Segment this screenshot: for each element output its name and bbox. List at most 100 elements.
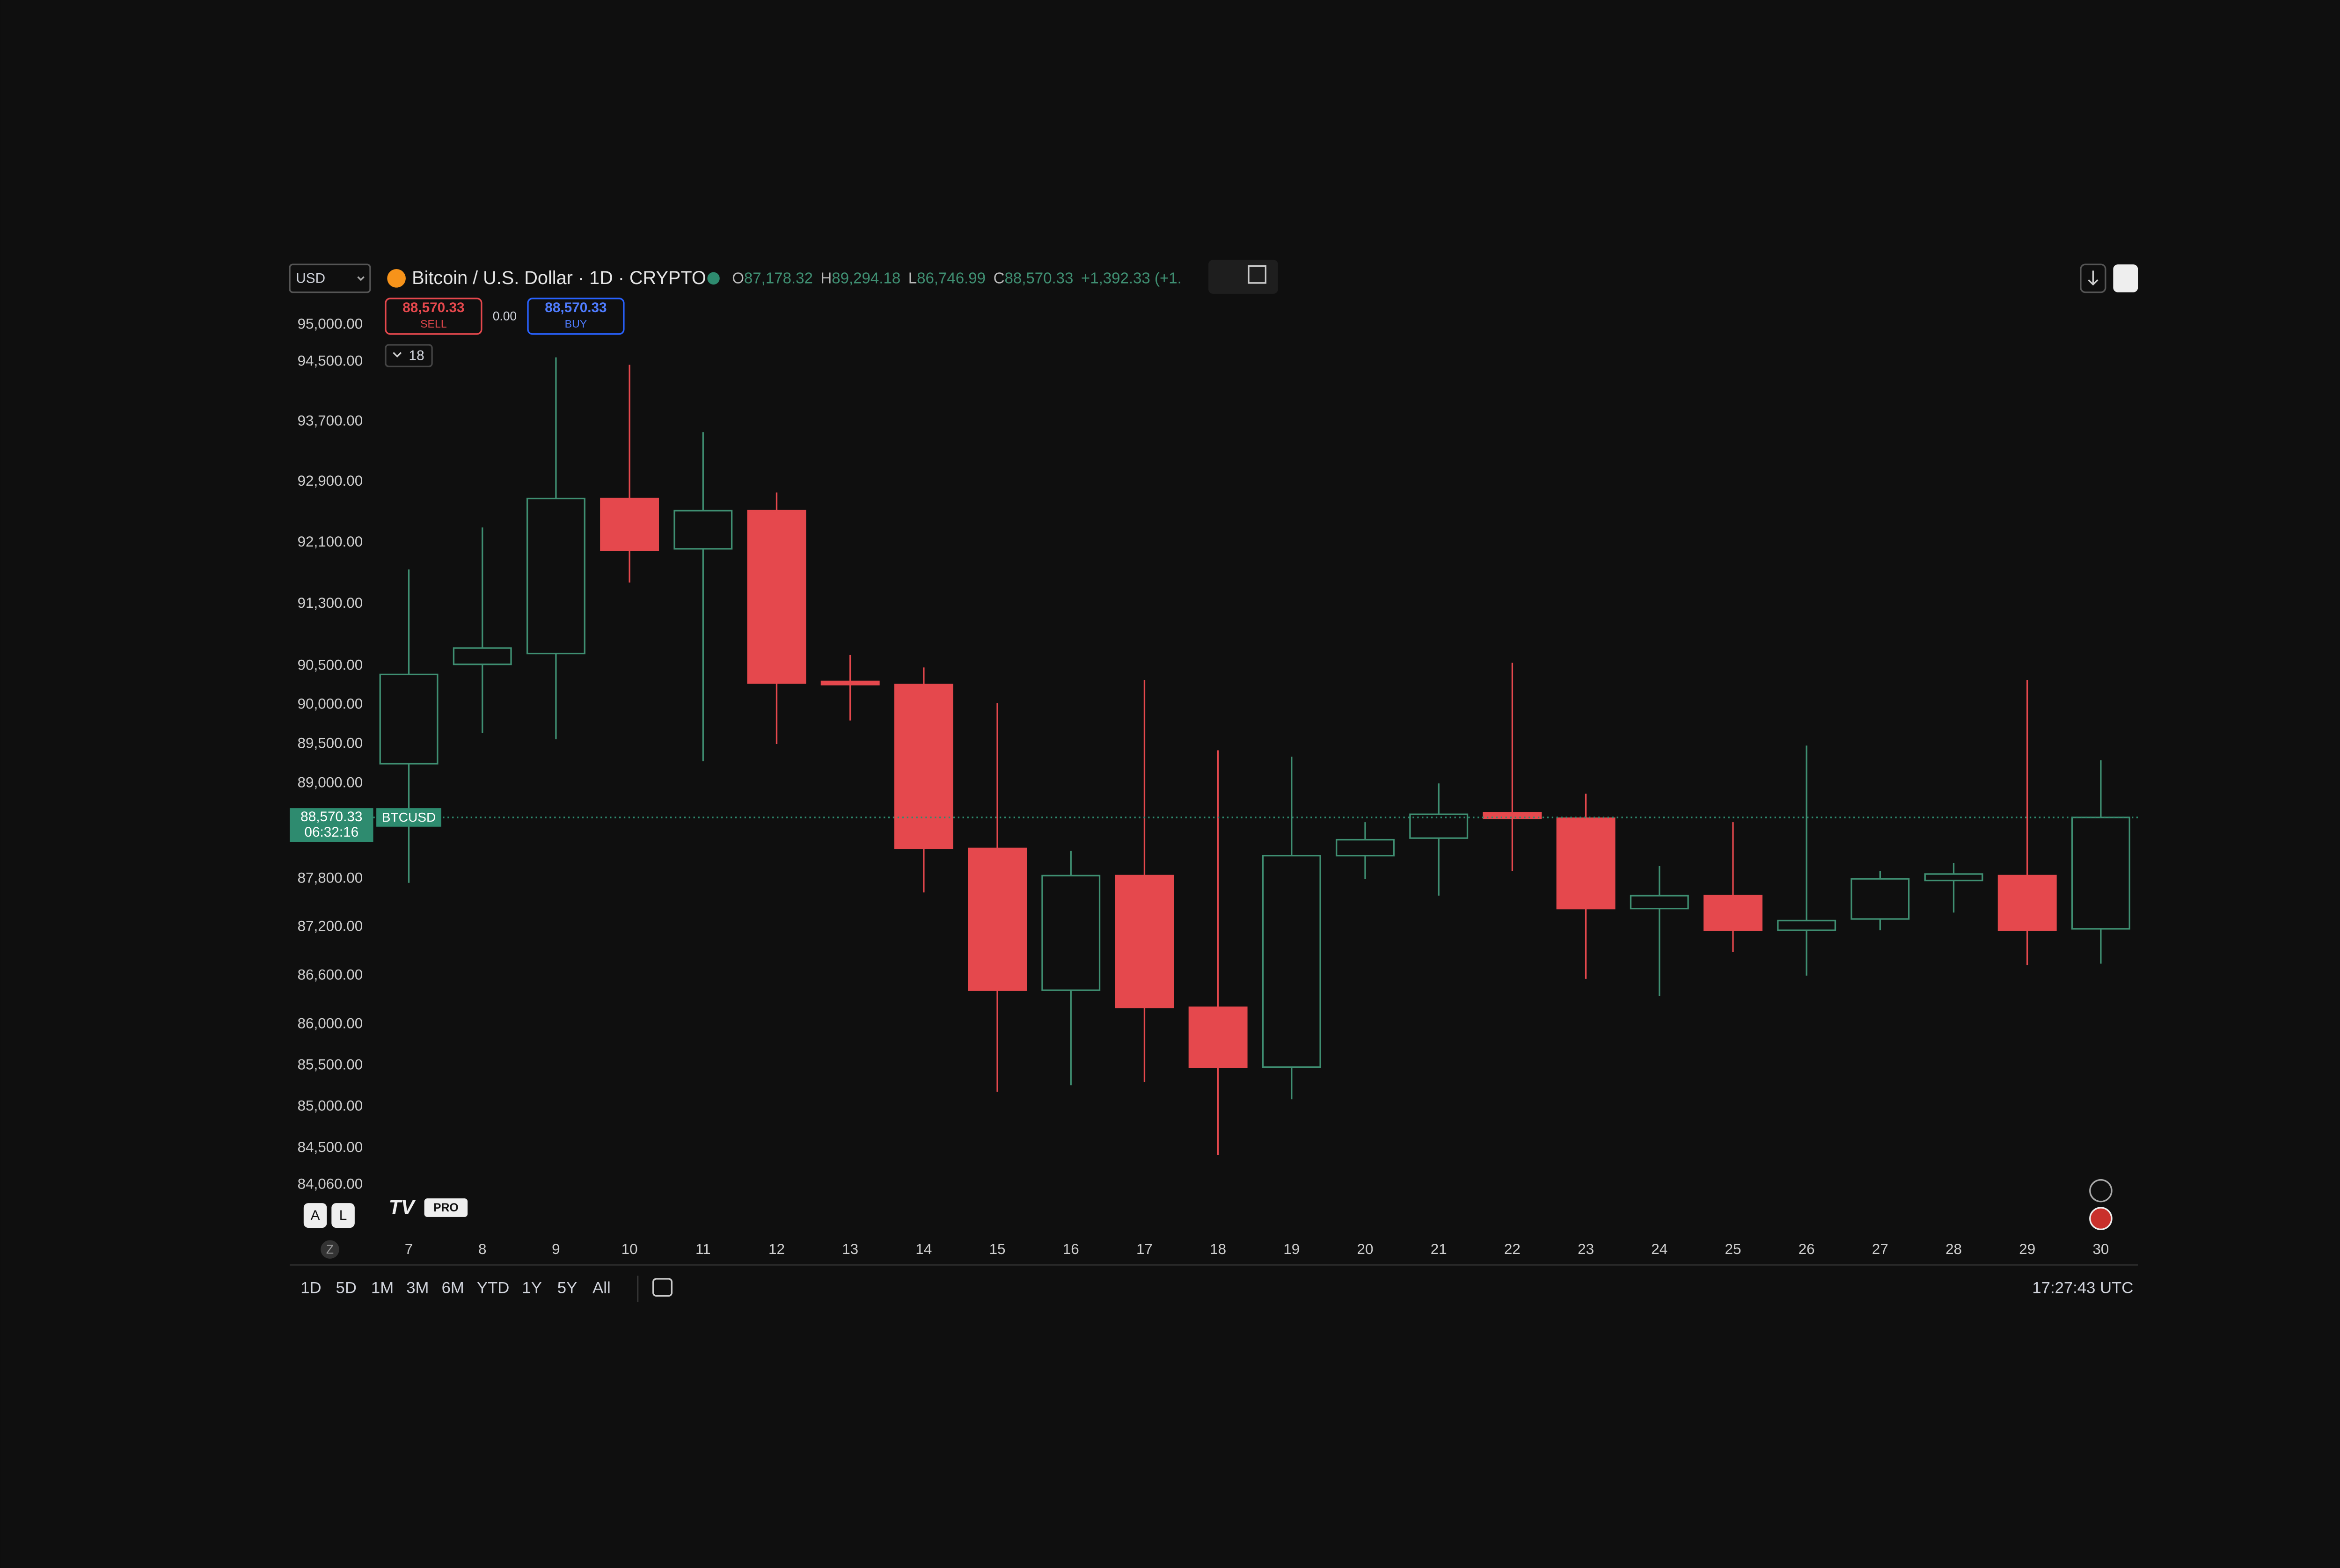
- y-tick-label: 87,200.00: [298, 918, 363, 934]
- y-tick-label: 90,500.00: [298, 656, 363, 673]
- y-tick-label: 91,300.00: [298, 595, 363, 611]
- x-tick-label: 12: [768, 1241, 785, 1257]
- currency: USD: [296, 270, 325, 286]
- x-tick-label: 14: [915, 1241, 932, 1257]
- flag-icon[interactable]: [2089, 1207, 2113, 1230]
- x-tick-label: 15: [989, 1241, 1006, 1257]
- timezone-label: Z: [326, 1242, 334, 1256]
- x-tick-label: 27: [1872, 1241, 1888, 1257]
- candle-body: [453, 647, 512, 665]
- range-button[interactable]: All: [592, 1279, 611, 1297]
- range-button[interactable]: 1M: [371, 1279, 394, 1297]
- x-tick-label: 13: [842, 1241, 858, 1257]
- indicators-toggle[interactable]: [385, 344, 433, 367]
- chevron-icon: [393, 352, 402, 358]
- sell-label: SELL: [420, 318, 447, 330]
- x-tick-label: 28: [1945, 1241, 1962, 1257]
- x-tick-label: 9: [552, 1241, 560, 1257]
- candle-body: [379, 673, 439, 765]
- clock: 17:27:43 UTC: [2032, 1279, 2133, 1297]
- spread: 0.00: [493, 309, 517, 323]
- download-icon: [2088, 270, 2099, 286]
- candle-body: [1188, 1006, 1248, 1068]
- btc-icon: [387, 269, 406, 288]
- buy-price: 88,570.33: [545, 300, 607, 315]
- auto-scale-button[interactable]: [303, 1203, 327, 1228]
- y-tick-label: 93,700.00: [298, 412, 363, 429]
- layout-icon: [1248, 265, 1267, 284]
- indicators-count: 18: [409, 348, 424, 364]
- x-tick-label: 26: [1799, 1241, 1815, 1257]
- candle-body: [1262, 854, 1321, 1068]
- change: +1,392.33 (+1.: [1081, 270, 1182, 287]
- y-tick-label: 85,000.00: [298, 1097, 363, 1114]
- date-range-button[interactable]: [652, 1278, 673, 1297]
- candle-body: [747, 510, 806, 684]
- market-status: [707, 272, 720, 285]
- ohlc-key: L: [908, 270, 917, 287]
- x-tick-label: 30: [2092, 1241, 2109, 1257]
- candle-body: [1777, 919, 1836, 931]
- candle-body: [2071, 817, 2130, 930]
- range-button[interactable]: 5Y: [557, 1279, 577, 1297]
- x-tick-label: 24: [1651, 1241, 1667, 1257]
- y-tick-label: 87,800.00: [298, 869, 363, 886]
- candle-body: [1115, 875, 1174, 1008]
- log-scale-button[interactable]: [331, 1203, 355, 1228]
- ohlc-value: 88,570.33: [1004, 270, 1073, 287]
- y-tick-label: 84,060.00: [298, 1176, 363, 1192]
- candle-body: [1336, 839, 1395, 857]
- y-tick-label: 94,500.00: [298, 353, 363, 369]
- download-button[interactable]: [2080, 263, 2106, 293]
- x-tick-label: 22: [1504, 1241, 1521, 1257]
- candle-body: [600, 497, 659, 551]
- x-tick-label: 19: [1283, 1241, 1300, 1257]
- x-tick-label: 10: [622, 1241, 638, 1257]
- ohlc-legend: O87,178.32 H89,294.18 L86,746.99 C88,570.33…: [732, 270, 1182, 287]
- range-button[interactable]: 6M: [442, 1279, 464, 1297]
- y-tick-label: 92,100.00: [298, 533, 363, 550]
- y-tick-label: 95,000.00: [298, 315, 363, 332]
- log-scale-label: L: [339, 1208, 347, 1223]
- range-button[interactable]: 5D: [336, 1279, 357, 1297]
- layout-button[interactable]: [1208, 260, 1278, 294]
- y-tick-label: 86,600.00: [298, 966, 363, 983]
- fullscreen-button[interactable]: [2113, 264, 2138, 292]
- range-button[interactable]: 1D: [300, 1279, 321, 1297]
- ohlc-key: H: [820, 270, 832, 287]
- candle-body: [1041, 875, 1101, 991]
- x-tick-label: 25: [1725, 1241, 1741, 1257]
- symbol-badge: [376, 808, 441, 827]
- candle-body: [526, 497, 585, 655]
- candle-body: [1924, 873, 1983, 882]
- range-button[interactable]: 1Y: [522, 1279, 541, 1297]
- timezone-button[interactable]: [321, 1240, 339, 1259]
- x-tick-label: 29: [2019, 1241, 2035, 1257]
- auto-scale-label: A: [311, 1208, 320, 1223]
- buy-label: BUY: [565, 318, 587, 330]
- y-tick-label: 86,000.00: [298, 1015, 363, 1032]
- candle-body: [1483, 812, 1542, 819]
- symbol-title[interactable]: Bitcoin / U.S. Dollar · 1D · CRYPTO: [412, 268, 706, 288]
- currency-select[interactable]: [289, 263, 371, 293]
- logo-badge: [424, 1198, 468, 1217]
- logo-mark: TV: [389, 1196, 416, 1218]
- x-tick-label: 8: [478, 1241, 486, 1257]
- ohlc-key: O: [732, 270, 744, 287]
- candle-body: [1704, 895, 1762, 931]
- plot-area: [290, 357, 2138, 1155]
- candle-body: [894, 684, 953, 849]
- range-button[interactable]: 3M: [406, 1279, 429, 1297]
- sell-price: 88,570.33: [402, 300, 464, 315]
- range-button[interactable]: YTD: [477, 1279, 509, 1297]
- logo-label: PRO: [433, 1202, 459, 1214]
- alert-icon[interactable]: [2089, 1179, 2113, 1203]
- y-tick-label: 89,000.00: [298, 774, 363, 791]
- candle-body: [1850, 878, 1910, 920]
- candle-body: [1630, 895, 1689, 910]
- sell-button[interactable]: [385, 298, 483, 335]
- y-tick-label: 90,000.00: [298, 696, 363, 712]
- buy-button[interactable]: [527, 298, 625, 335]
- candle-body: [1409, 813, 1469, 839]
